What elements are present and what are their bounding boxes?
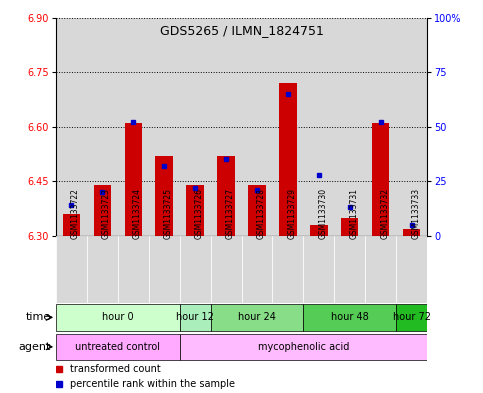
Text: percentile rank within the sample: percentile rank within the sample xyxy=(71,379,235,389)
FancyBboxPatch shape xyxy=(211,236,242,303)
Text: GSM1133726: GSM1133726 xyxy=(195,188,204,239)
FancyBboxPatch shape xyxy=(180,236,211,303)
Bar xyxy=(217,156,235,236)
FancyBboxPatch shape xyxy=(149,236,180,303)
Text: hour 12: hour 12 xyxy=(176,312,214,322)
FancyBboxPatch shape xyxy=(242,236,272,303)
FancyBboxPatch shape xyxy=(211,304,303,331)
FancyBboxPatch shape xyxy=(56,236,86,303)
FancyBboxPatch shape xyxy=(397,304,427,331)
Bar xyxy=(248,185,266,236)
Bar xyxy=(272,18,303,236)
Text: GSM1133732: GSM1133732 xyxy=(381,188,390,239)
FancyBboxPatch shape xyxy=(334,236,366,303)
Text: GSM1133723: GSM1133723 xyxy=(102,188,111,239)
Text: hour 48: hour 48 xyxy=(331,312,369,322)
FancyBboxPatch shape xyxy=(303,304,397,331)
Text: GSM1133730: GSM1133730 xyxy=(319,188,328,239)
Text: hour 72: hour 72 xyxy=(393,312,431,322)
Bar xyxy=(156,156,172,236)
Bar xyxy=(94,185,111,236)
FancyBboxPatch shape xyxy=(86,236,117,303)
Bar xyxy=(180,18,211,236)
Text: hour 24: hour 24 xyxy=(238,312,276,322)
Bar xyxy=(280,83,297,236)
Bar xyxy=(186,185,203,236)
Bar xyxy=(86,18,117,236)
Text: GSM1133728: GSM1133728 xyxy=(257,188,266,239)
Bar xyxy=(125,123,142,236)
FancyBboxPatch shape xyxy=(56,304,180,331)
Text: GSM1133724: GSM1133724 xyxy=(133,188,142,239)
Text: transformed count: transformed count xyxy=(71,364,161,374)
Bar xyxy=(372,123,389,236)
Text: agent: agent xyxy=(18,342,51,352)
FancyBboxPatch shape xyxy=(180,334,427,360)
Text: untreated control: untreated control xyxy=(75,342,160,352)
Text: GSM1133733: GSM1133733 xyxy=(412,188,421,239)
Bar xyxy=(341,218,358,236)
Text: hour 0: hour 0 xyxy=(102,312,133,322)
Bar xyxy=(117,18,149,236)
Bar xyxy=(311,225,327,236)
FancyBboxPatch shape xyxy=(397,236,427,303)
FancyBboxPatch shape xyxy=(366,236,397,303)
Bar xyxy=(397,18,427,236)
FancyBboxPatch shape xyxy=(180,304,211,331)
FancyBboxPatch shape xyxy=(56,334,180,360)
Text: GSM1133727: GSM1133727 xyxy=(226,188,235,239)
Bar xyxy=(366,18,397,236)
Text: GSM1133731: GSM1133731 xyxy=(350,188,359,239)
Bar xyxy=(403,229,421,236)
Text: GSM1133725: GSM1133725 xyxy=(164,188,173,239)
Bar xyxy=(242,18,272,236)
Text: time: time xyxy=(26,312,51,322)
Text: GDS5265 / ILMN_1824751: GDS5265 / ILMN_1824751 xyxy=(159,24,324,37)
Text: GSM1133729: GSM1133729 xyxy=(288,188,297,239)
Bar xyxy=(303,18,334,236)
FancyBboxPatch shape xyxy=(303,236,334,303)
Bar xyxy=(334,18,366,236)
Bar xyxy=(62,214,80,236)
Text: GSM1133722: GSM1133722 xyxy=(71,188,80,239)
Bar xyxy=(56,18,86,236)
Text: mycophenolic acid: mycophenolic acid xyxy=(258,342,349,352)
FancyBboxPatch shape xyxy=(272,236,303,303)
FancyBboxPatch shape xyxy=(117,236,149,303)
Bar xyxy=(211,18,242,236)
Bar xyxy=(149,18,180,236)
